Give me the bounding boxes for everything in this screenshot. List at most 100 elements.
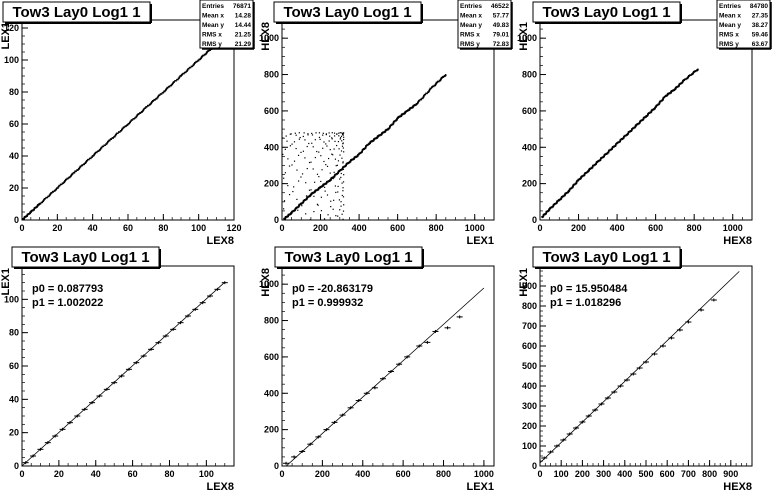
data-point — [581, 175, 584, 178]
data-point — [696, 69, 698, 72]
data-point — [285, 216, 287, 218]
outlier-point — [286, 140, 288, 142]
data-point — [83, 163, 85, 166]
outlier-point — [333, 199, 335, 201]
data-point — [573, 184, 575, 186]
fit-p0-label: p0 = 15.950484 — [550, 283, 628, 295]
outlier-point — [292, 190, 294, 193]
outlier-point — [334, 158, 337, 160]
data-point — [575, 181, 578, 184]
data-point — [141, 111, 143, 113]
data-point — [385, 129, 387, 132]
data-point — [634, 124, 637, 126]
data-point — [414, 104, 417, 107]
y-tick-label: 600 — [264, 352, 279, 362]
outlier-point — [331, 153, 333, 155]
data-point — [81, 164, 84, 167]
outlier-point — [321, 169, 323, 171]
data-point — [553, 204, 555, 206]
data-point — [144, 107, 147, 109]
outlier-point — [318, 176, 320, 178]
outlier-point — [319, 138, 321, 140]
outlier-point — [295, 134, 297, 136]
x-tick-label: 1000 — [474, 469, 494, 479]
data-point — [636, 124, 638, 126]
panel-background — [518, 246, 776, 492]
data-point — [341, 168, 344, 171]
data-layer — [282, 74, 447, 220]
data-point — [653, 108, 655, 111]
data-point — [408, 108, 411, 110]
data-point — [559, 199, 561, 201]
x-tick-label: 60 — [123, 223, 133, 233]
data-point — [412, 105, 414, 108]
data-point — [65, 178, 68, 180]
data-point — [434, 84, 436, 87]
data-point — [424, 93, 427, 96]
x-tick-label: 100 — [191, 223, 206, 233]
stats-label: RMS y — [460, 41, 480, 48]
outlier-point — [284, 148, 286, 150]
data-point — [381, 132, 384, 135]
x-tick-label: 800 — [702, 469, 717, 479]
data-point — [191, 65, 194, 68]
outlier-point — [314, 156, 316, 159]
outlier-point — [301, 173, 304, 175]
data-point — [587, 171, 589, 173]
data-point — [659, 101, 662, 103]
outlier-point — [332, 208, 334, 210]
y-tick-label: 80 — [9, 87, 19, 97]
y-tick-label: 0 — [14, 461, 19, 471]
data-layer — [283, 287, 485, 466]
data-point — [552, 204, 555, 207]
outlier-point — [290, 133, 292, 135]
data-point — [27, 213, 29, 216]
outlier-point — [314, 139, 316, 141]
data-point — [173, 81, 176, 83]
data-point — [401, 113, 403, 115]
outlier-point — [313, 210, 315, 213]
data-point — [593, 165, 595, 167]
data-point — [626, 134, 628, 136]
data-point — [28, 213, 31, 215]
data-point — [431, 86, 433, 89]
data-point — [661, 100, 663, 102]
data-point — [402, 112, 405, 115]
data-point — [556, 202, 558, 205]
outlier-point — [336, 133, 338, 135]
data-point — [662, 99, 664, 101]
stats-box — [457, 0, 512, 49]
data-point — [70, 174, 73, 176]
outlier-point — [314, 181, 316, 183]
data-point — [204, 53, 207, 56]
y-tick-label: 1000 — [517, 33, 537, 43]
y-axis-title: HEX8 — [260, 268, 272, 297]
data-point — [574, 183, 576, 185]
data-point — [675, 87, 678, 89]
stats-value: 63.67 — [752, 41, 769, 48]
data-point — [648, 112, 651, 115]
x-tick-label: 0 — [279, 223, 284, 233]
data-point — [654, 107, 656, 109]
data-point — [129, 121, 131, 124]
outlier-point — [310, 161, 312, 163]
chart-panel: 0 20 40 60 80 100 120 0 20 40 60 80 100 120 LEX8 LEX1To… — [0, 0, 258, 247]
data-point — [378, 135, 380, 137]
fit-p1-label: p1 = 1.002022 — [32, 297, 103, 309]
data-point — [329, 180, 331, 182]
y-tick-label: 0 — [532, 461, 537, 471]
data-point — [639, 121, 641, 124]
outlier-point — [337, 141, 340, 143]
outlier-point — [342, 181, 345, 183]
outlier-point — [331, 137, 333, 139]
y-axis-title: HEX1 — [518, 268, 530, 297]
data-point — [151, 100, 153, 103]
data-point — [106, 143, 108, 145]
outlier-point — [289, 145, 291, 147]
data-point — [647, 114, 649, 116]
outlier-point — [338, 199, 341, 201]
data-point — [319, 186, 321, 189]
outlier-point — [323, 160, 325, 163]
x-axis-title: LEX8 — [206, 235, 234, 247]
data-point — [430, 87, 432, 89]
